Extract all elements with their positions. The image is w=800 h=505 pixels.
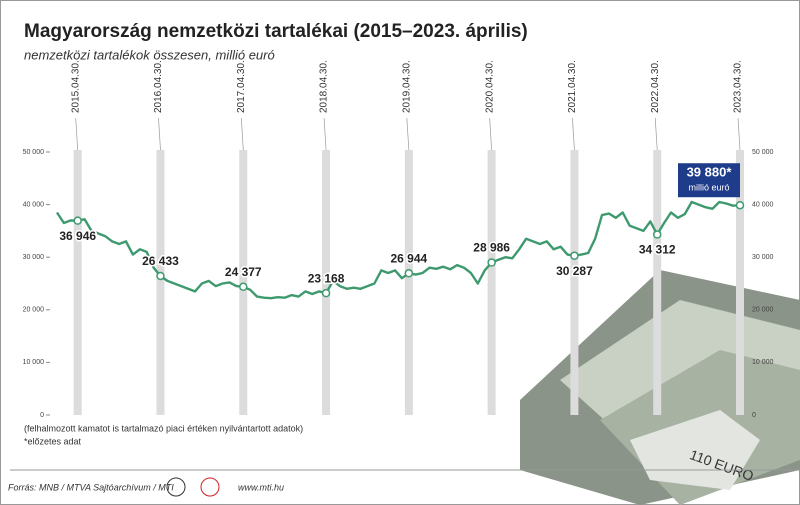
y-tick-label: 0	[752, 412, 756, 419]
y-tick-label: 20 000	[752, 307, 774, 314]
source: Forrás: MNB / MTVA Sajtóarchívum / MTI	[8, 482, 174, 492]
data-point	[156, 271, 165, 281]
data-point	[404, 269, 414, 278]
y-tick-label: 50 000	[23, 149, 45, 156]
data-label: 36 946	[59, 229, 96, 243]
date-leader	[158, 117, 161, 151]
date-band	[156, 150, 165, 415]
date-leader	[572, 117, 575, 151]
data-line	[55, 200, 741, 300]
subtitle: nemzetközi tartalékok összesen, millió e…	[24, 47, 275, 62]
note: (felhalmozott kamatot is tartalmazó piac…	[24, 423, 303, 433]
callout-box	[678, 163, 740, 198]
data-point	[73, 216, 82, 225]
data-label: 30 287	[556, 264, 593, 278]
x-tick-label: 2021.04.30.	[567, 60, 578, 113]
date-band	[404, 150, 413, 415]
x-tick-label: 2020.04.30.	[484, 60, 495, 113]
y-tick-label: 0	[40, 412, 44, 419]
date-leader	[489, 117, 492, 151]
x-tick-label: 2017.04.30.	[236, 60, 247, 113]
data-label: 39 880*	[687, 165, 733, 180]
y-tick-label: 10 000	[752, 359, 774, 366]
data-point	[487, 258, 496, 267]
y-tick-label: 10 000	[23, 359, 45, 366]
data-point	[735, 200, 745, 210]
chart-title: Magyarország nemzetközi tartalékai (2015…	[24, 21, 528, 42]
data-point	[652, 230, 662, 239]
date-leader	[323, 117, 327, 151]
data-label: 26 944	[390, 251, 427, 265]
logo	[200, 477, 220, 497]
date-leader	[654, 117, 658, 151]
note: *előzetes adat	[24, 436, 82, 446]
y-tick-label: 40 000	[23, 201, 45, 208]
data-label: 26 433	[142, 254, 179, 268]
date-leader	[737, 117, 741, 151]
date-band	[570, 150, 579, 415]
date-band	[487, 150, 496, 415]
x-tick-label: 2016.04.30.	[153, 60, 164, 113]
x-tick-label: 2019.04.30.	[401, 60, 412, 113]
y-tick-label: 40 000	[752, 201, 774, 208]
date-leader	[75, 117, 79, 151]
logo	[166, 477, 186, 497]
date-band	[653, 150, 662, 415]
y-tick-label: 30 000	[23, 254, 45, 261]
data-point	[239, 282, 248, 292]
data-label: 23 168	[308, 271, 345, 285]
y-tick-label: 20 000	[23, 307, 45, 314]
data-label: 34 312	[639, 243, 676, 257]
callout-unit: millió euró	[688, 183, 729, 193]
date-leader	[240, 117, 244, 151]
date-band	[239, 150, 248, 415]
data-label: 28 986	[473, 241, 510, 255]
x-tick-label: 2022.04.30.	[650, 60, 661, 113]
y-tick-label: 50 000	[752, 149, 774, 156]
date-leader	[406, 117, 410, 151]
data-label: 24 377	[225, 265, 262, 279]
x-tick-label: 2015.04.30.	[70, 60, 81, 113]
y-tick-label: 30 000	[752, 254, 774, 261]
data-point	[321, 288, 331, 298]
website: www.mti.hu	[238, 482, 284, 492]
date-band	[73, 150, 82, 415]
date-band	[736, 150, 744, 415]
x-tick-label: 2023.04.30.	[733, 60, 744, 113]
data-point	[570, 251, 579, 260]
date-band	[322, 150, 331, 415]
x-tick-label: 2018.04.30.	[319, 60, 330, 113]
